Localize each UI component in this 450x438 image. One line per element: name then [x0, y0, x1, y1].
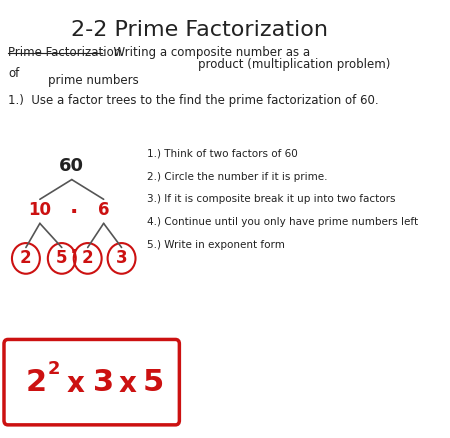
Text: :  Writing a composite number as a: : Writing a composite number as a	[102, 46, 310, 59]
Text: 5.) Write in exponent form: 5.) Write in exponent form	[148, 240, 285, 250]
Text: 60: 60	[59, 157, 84, 176]
FancyBboxPatch shape	[4, 339, 180, 425]
Text: of: of	[8, 67, 19, 80]
Text: 3: 3	[93, 367, 114, 397]
Text: 3: 3	[116, 249, 127, 268]
Text: 10: 10	[28, 201, 51, 219]
Text: ·: ·	[70, 242, 78, 262]
Text: product (multiplication problem): product (multiplication problem)	[198, 58, 391, 71]
Text: 4.) Continue until you only have prime numbers left: 4.) Continue until you only have prime n…	[148, 217, 418, 227]
Text: 2.) Circle the number if it is prime.: 2.) Circle the number if it is prime.	[148, 172, 328, 182]
Text: 2: 2	[20, 249, 32, 268]
Text: ·: ·	[70, 202, 78, 223]
Text: Prime Factorization: Prime Factorization	[8, 46, 121, 59]
Text: 5: 5	[56, 249, 68, 268]
Text: x: x	[67, 371, 85, 398]
Text: 1.) Think of two factors of 60: 1.) Think of two factors of 60	[148, 149, 298, 159]
Text: prime numbers: prime numbers	[48, 74, 139, 88]
Text: 2: 2	[25, 367, 46, 397]
Text: 3.) If it is composite break it up into two factors: 3.) If it is composite break it up into …	[148, 194, 396, 205]
Text: 6: 6	[98, 201, 109, 219]
Text: x: x	[119, 371, 136, 398]
Text: 5: 5	[143, 367, 164, 397]
Text: ·: ·	[72, 249, 78, 268]
Text: 2-2 Prime Factorization: 2-2 Prime Factorization	[71, 20, 328, 40]
Text: 2: 2	[82, 249, 94, 268]
Text: 1.)  Use a factor trees to the find the prime factorization of 60.: 1.) Use a factor trees to the find the p…	[8, 94, 378, 107]
Text: 2: 2	[48, 360, 60, 378]
